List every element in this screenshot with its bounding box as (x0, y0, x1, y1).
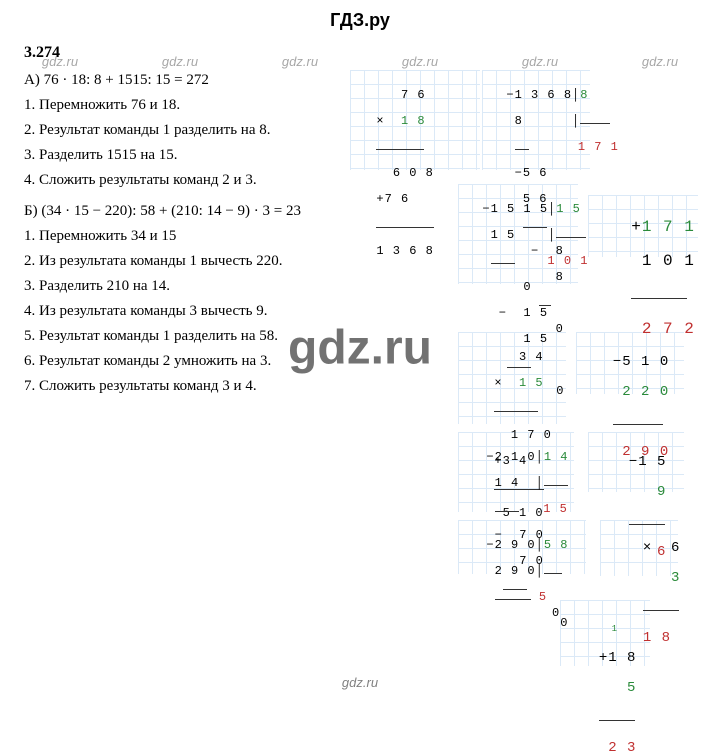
calc-mult-76x18: 7 6 × 1 8 6 0 8 +7 6 1 3 6 8 (360, 76, 434, 258)
step-b6: 6. Результат команды 2 умножить на 3. (24, 353, 424, 370)
footer-watermark: gdz.ru (0, 675, 720, 690)
problem-number: 3.274 (24, 44, 424, 62)
wm: gdz.ru (522, 54, 558, 69)
step-b5: 5. Результат команды 1 разделить на 58. (24, 328, 424, 345)
step-b3: 3. Разделить 210 на 14. (24, 278, 424, 295)
step-b7: 7. Сложить результаты команд 3 и 4. (24, 378, 424, 395)
calc-add-171-101: +1 7 1 1 0 1 2 7 2 (610, 202, 695, 338)
step-b4: 4. Из результата команды 3 вычесть 9. (24, 303, 424, 320)
calc-div-290-58: −2 9 0│5 8 2 9 0│ 5 0 (470, 526, 568, 630)
wm: gdz.ru (642, 54, 678, 69)
page-header: ГДЗ.ру (0, 0, 720, 31)
